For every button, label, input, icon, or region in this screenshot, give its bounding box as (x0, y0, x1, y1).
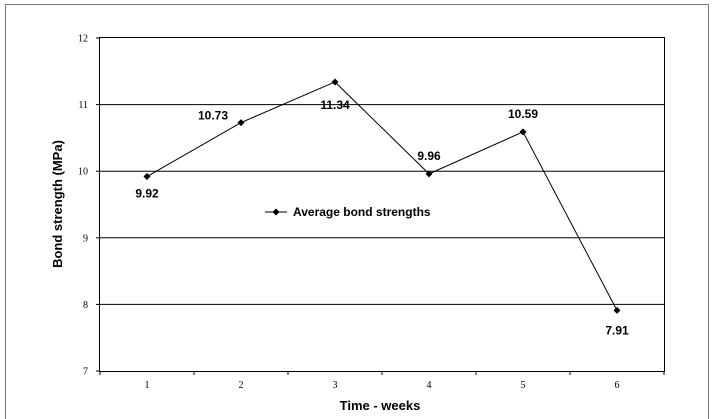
y-tick-label: 12 (78, 34, 88, 45)
data-point (519, 128, 527, 136)
data-point (331, 78, 339, 86)
x-tick-label: 5 (521, 380, 526, 391)
data-label: 7.91 (605, 323, 629, 337)
gridlines (100, 104, 664, 305)
data-label: 11.34 (320, 98, 350, 112)
series-line (146, 81, 618, 311)
x-tick-label: 4 (427, 380, 432, 391)
x-tick-label: 1 (145, 380, 150, 391)
data-label: 9.92 (135, 187, 159, 201)
legend: Average bond strengths (265, 205, 431, 219)
chart-outer-border (5, 4, 709, 419)
data-point (237, 119, 245, 127)
y-tick-label: 8 (83, 300, 88, 311)
y-axis-title: Bond strength (MPa) (50, 140, 65, 268)
legend-label: Average bond strengths (293, 205, 431, 219)
y-tick-label: 7 (83, 367, 88, 378)
x-axis-title: Time - weeks (340, 398, 421, 413)
x-axis-ticks: 1 2 3 4 5 6 (99, 371, 665, 391)
data-point (143, 173, 151, 181)
data-point (425, 170, 433, 178)
data-label: 10.59 (508, 107, 538, 121)
data-label: 9.96 (417, 149, 441, 163)
y-tick-label: 9 (83, 233, 88, 244)
data-point (613, 306, 621, 314)
y-tick-label: 10 (78, 167, 88, 178)
y-tick-label: 11 (78, 100, 88, 111)
x-tick-label: 2 (239, 380, 244, 391)
data-labels: 9.92 10.73 11.34 9.96 10.59 7.91 (135, 98, 629, 337)
series-points (143, 78, 621, 314)
data-label: 10.73 (198, 109, 228, 123)
x-tick-label: 3 (333, 380, 338, 391)
legend-marker (272, 208, 280, 216)
x-tick-label: 6 (615, 380, 620, 391)
y-axis-ticks: 7 8 9 10 11 12 (78, 34, 100, 378)
